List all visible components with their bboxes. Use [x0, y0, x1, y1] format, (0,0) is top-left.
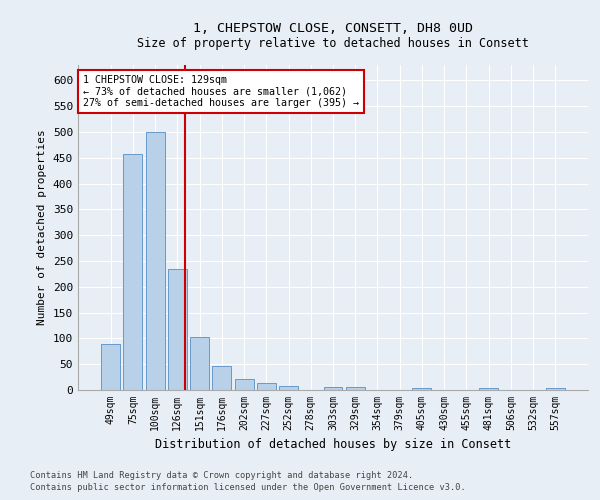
Bar: [212, 366, 231, 390]
Bar: [101, 344, 120, 390]
Bar: [346, 388, 365, 390]
Text: Size of property relative to detached houses in Consett: Size of property relative to detached ho…: [137, 38, 529, 51]
Text: 1, CHEPSTOW CLOSE, CONSETT, DH8 0UD: 1, CHEPSTOW CLOSE, CONSETT, DH8 0UD: [193, 22, 473, 36]
Text: Contains public sector information licensed under the Open Government Licence v3: Contains public sector information licen…: [30, 483, 466, 492]
Bar: [279, 386, 298, 390]
Bar: [546, 388, 565, 390]
Bar: [479, 388, 498, 390]
Bar: [412, 388, 431, 390]
X-axis label: Distribution of detached houses by size in Consett: Distribution of detached houses by size …: [155, 438, 511, 452]
Bar: [235, 379, 254, 390]
Text: Contains HM Land Registry data © Crown copyright and database right 2024.: Contains HM Land Registry data © Crown c…: [30, 470, 413, 480]
Bar: [124, 154, 142, 390]
Bar: [168, 269, 187, 390]
Bar: [257, 384, 276, 390]
Text: 1 CHEPSTOW CLOSE: 129sqm
← 73% of detached houses are smaller (1,062)
27% of sem: 1 CHEPSTOW CLOSE: 129sqm ← 73% of detach…: [83, 74, 359, 108]
Bar: [190, 337, 209, 390]
Bar: [146, 132, 164, 390]
Y-axis label: Number of detached properties: Number of detached properties: [37, 130, 47, 326]
Bar: [323, 388, 343, 390]
